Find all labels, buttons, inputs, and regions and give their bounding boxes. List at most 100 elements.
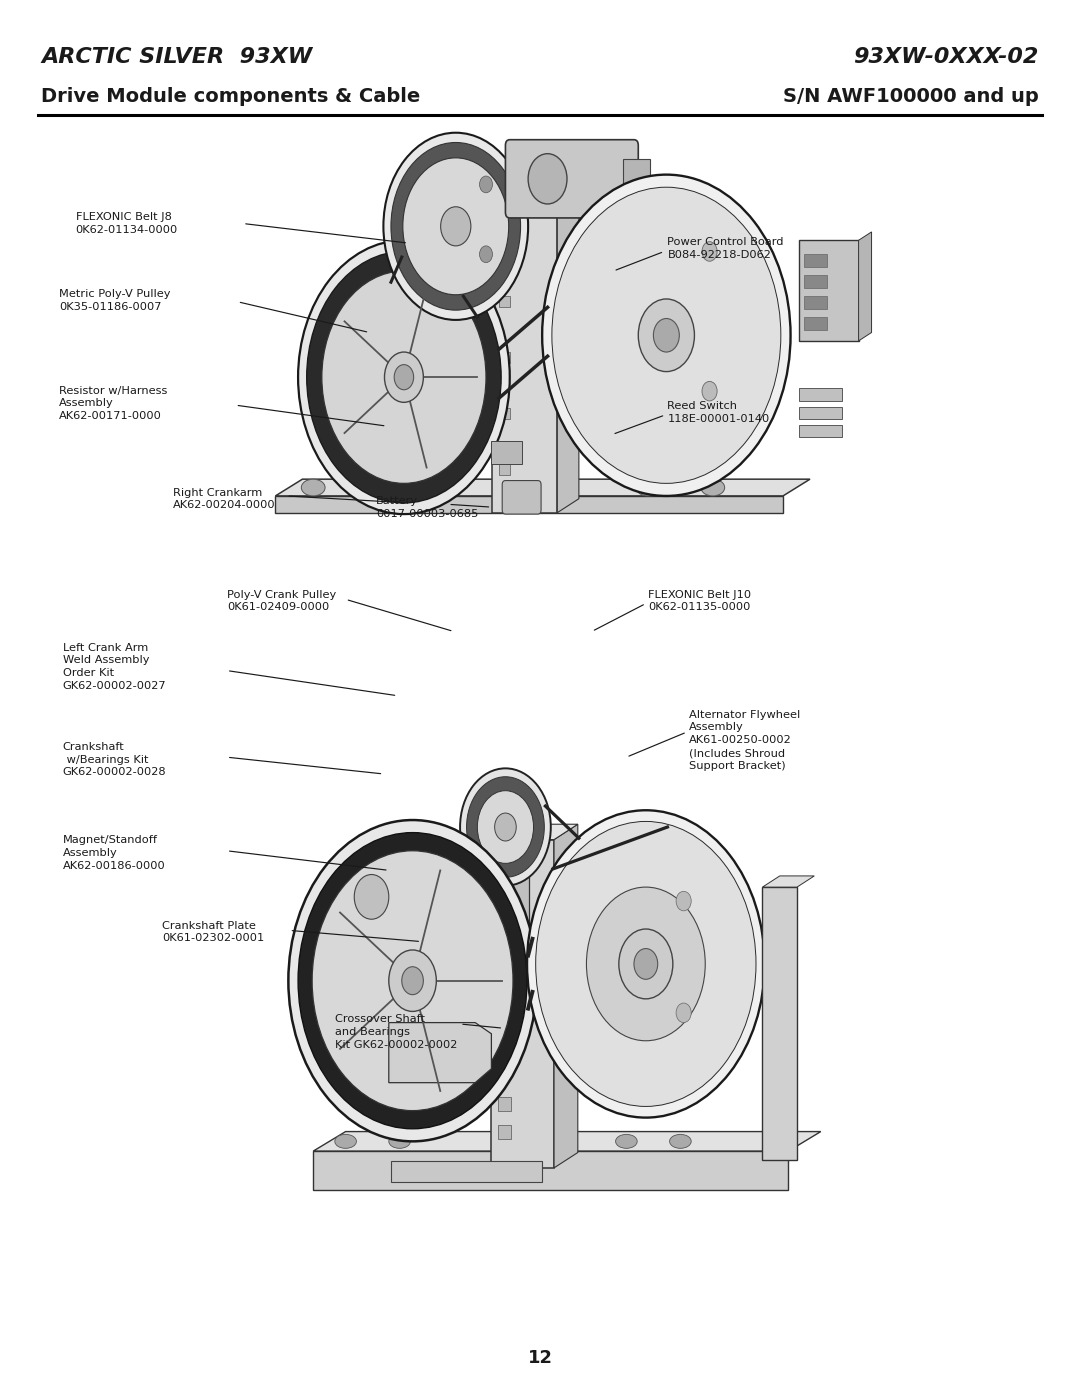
- Circle shape: [536, 821, 756, 1106]
- Bar: [492, 925, 512, 939]
- Polygon shape: [275, 479, 810, 496]
- Circle shape: [638, 299, 694, 372]
- Bar: [623, 159, 650, 198]
- Circle shape: [480, 176, 492, 193]
- FancyBboxPatch shape: [502, 481, 541, 514]
- Bar: [498, 1125, 511, 1139]
- Text: Reed Switch
118E-00001-0140: Reed Switch 118E-00001-0140: [667, 401, 770, 423]
- Circle shape: [634, 949, 658, 979]
- Polygon shape: [389, 1023, 491, 1083]
- Circle shape: [702, 381, 717, 401]
- Bar: [498, 985, 511, 999]
- Bar: [491, 441, 522, 464]
- Bar: [799, 407, 842, 419]
- Ellipse shape: [616, 1134, 637, 1148]
- Ellipse shape: [389, 1134, 410, 1148]
- Circle shape: [586, 887, 705, 1041]
- Circle shape: [619, 929, 673, 999]
- Bar: [804, 254, 827, 267]
- Circle shape: [527, 810, 765, 1118]
- Text: Crossover Shaft
and Bearings
Kit GK62-00002-0002: Crossover Shaft and Bearings Kit GK62-00…: [335, 1014, 457, 1049]
- Circle shape: [403, 158, 509, 295]
- Bar: [499, 296, 510, 307]
- Circle shape: [394, 365, 414, 390]
- Bar: [492, 212, 557, 513]
- Ellipse shape: [636, 479, 660, 496]
- Text: Crankshaft Plate
0K61-02302-0001: Crankshaft Plate 0K61-02302-0001: [162, 921, 265, 943]
- Bar: [499, 464, 510, 475]
- Bar: [488, 866, 529, 950]
- Ellipse shape: [335, 1134, 356, 1148]
- Circle shape: [460, 768, 551, 886]
- Bar: [391, 1161, 542, 1182]
- Text: FLEXONIC Belt J10
0K62-01135-0000: FLEXONIC Belt J10 0K62-01135-0000: [648, 590, 751, 612]
- Circle shape: [307, 251, 501, 503]
- Circle shape: [441, 207, 471, 246]
- Text: Drive Module components & Cable: Drive Module components & Cable: [41, 87, 420, 106]
- Bar: [492, 901, 512, 915]
- Bar: [804, 317, 827, 330]
- Circle shape: [552, 187, 781, 483]
- Circle shape: [298, 833, 527, 1129]
- Text: FLEXONIC Belt J8
0K62-01134-0000: FLEXONIC Belt J8 0K62-01134-0000: [76, 212, 178, 235]
- Text: Magnet/Standoff
Assembly
AK62-00186-0000: Magnet/Standoff Assembly AK62-00186-0000: [63, 835, 165, 870]
- Bar: [799, 388, 842, 401]
- Text: Resistor w/Harness
Assembly
AK62-00171-0000: Resistor w/Harness Assembly AK62-00171-0…: [59, 386, 167, 420]
- FancyBboxPatch shape: [505, 140, 638, 218]
- Circle shape: [542, 175, 791, 496]
- Polygon shape: [275, 496, 783, 513]
- Bar: [799, 240, 859, 341]
- Bar: [499, 408, 510, 419]
- Bar: [498, 1020, 511, 1034]
- Ellipse shape: [301, 479, 325, 496]
- Ellipse shape: [670, 1134, 691, 1148]
- Circle shape: [676, 1003, 691, 1023]
- Circle shape: [391, 142, 521, 310]
- Ellipse shape: [366, 479, 390, 496]
- Text: Poly-V Crank Pulley
0K61-02409-0000: Poly-V Crank Pulley 0K61-02409-0000: [227, 590, 336, 612]
- Bar: [804, 296, 827, 309]
- Polygon shape: [557, 198, 579, 513]
- Circle shape: [322, 271, 486, 483]
- Circle shape: [389, 950, 436, 1011]
- Polygon shape: [492, 198, 579, 212]
- Circle shape: [495, 813, 516, 841]
- Text: Power Control Board
B084-92218-D062: Power Control Board B084-92218-D062: [667, 237, 784, 260]
- Polygon shape: [762, 876, 814, 887]
- Bar: [499, 352, 510, 363]
- Text: Right Crankarm
AK62-00204-0000: Right Crankarm AK62-00204-0000: [173, 488, 275, 510]
- Circle shape: [312, 851, 513, 1111]
- Circle shape: [383, 133, 528, 320]
- Bar: [799, 425, 842, 437]
- Bar: [491, 840, 554, 1168]
- Circle shape: [354, 875, 389, 919]
- Polygon shape: [554, 824, 578, 1168]
- Circle shape: [298, 240, 510, 514]
- Text: Alternator Flywheel
Assembly
AK61-00250-0002
(Includes Shroud
Support Bracket): Alternator Flywheel Assembly AK61-00250-…: [689, 710, 800, 771]
- Ellipse shape: [701, 479, 725, 496]
- Text: S/N AWF100000 and up: S/N AWF100000 and up: [783, 87, 1039, 106]
- Text: Battery
0017-00003-0685: Battery 0017-00003-0685: [376, 496, 478, 518]
- Circle shape: [384, 352, 423, 402]
- Bar: [804, 275, 827, 288]
- Text: Metric Poly-V Pulley
0K35-01186-0007: Metric Poly-V Pulley 0K35-01186-0007: [59, 289, 171, 312]
- Circle shape: [477, 791, 534, 863]
- Polygon shape: [313, 1132, 821, 1151]
- Text: Crankshaft
 w/Bearings Kit
GK62-00002-0028: Crankshaft w/Bearings Kit GK62-00002-002…: [63, 742, 166, 777]
- Circle shape: [676, 891, 691, 911]
- Text: ARCTIC SILVER  93XW: ARCTIC SILVER 93XW: [41, 47, 312, 67]
- Bar: [762, 887, 797, 1160]
- Text: 93XW-0XXX-02: 93XW-0XXX-02: [853, 47, 1039, 67]
- Circle shape: [653, 319, 679, 352]
- Bar: [498, 1062, 511, 1076]
- Polygon shape: [313, 1151, 788, 1190]
- Circle shape: [288, 820, 537, 1141]
- Text: Left Crank Arm
Weld Assembly
Order Kit
GK62-00002-0027: Left Crank Arm Weld Assembly Order Kit G…: [63, 643, 166, 692]
- Circle shape: [702, 242, 717, 261]
- Bar: [498, 1097, 511, 1111]
- Circle shape: [480, 246, 492, 263]
- Polygon shape: [491, 824, 578, 840]
- Circle shape: [528, 154, 567, 204]
- Bar: [492, 877, 512, 891]
- Polygon shape: [859, 232, 872, 341]
